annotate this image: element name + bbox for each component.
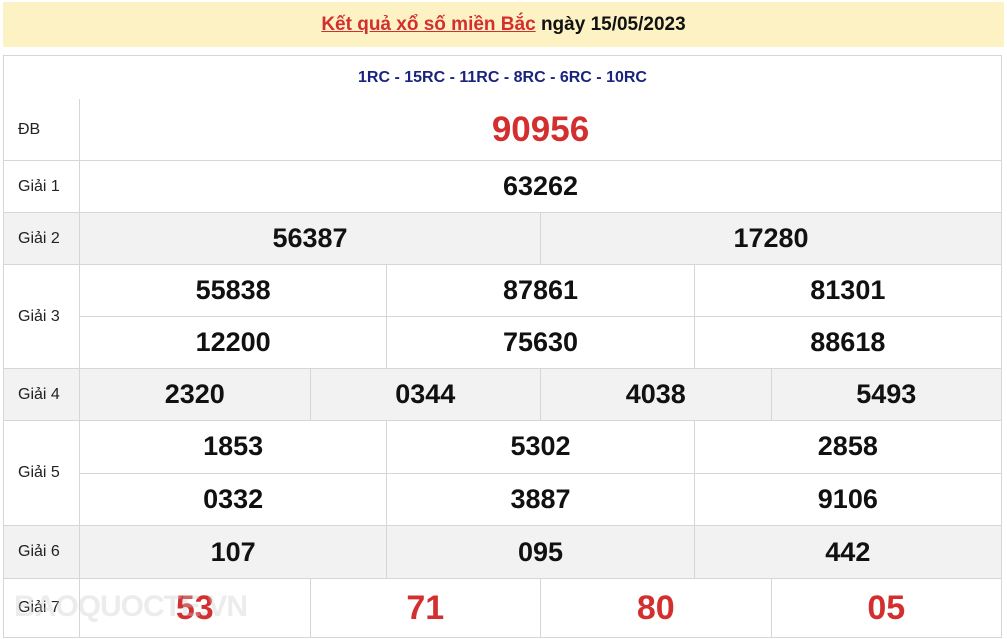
results-title-link[interactable]: Kết quả xổ số miền Bắc [321, 14, 536, 35]
prize-number: 75630 [386, 317, 693, 368]
prize-label: Giải 7 [4, 579, 80, 637]
prize-label: Giải 4 [4, 369, 80, 420]
prize-number: 442 [693, 526, 1001, 578]
prize-number: 095 [386, 526, 693, 578]
prize-number: 63262 [502, 171, 579, 201]
prize-number: 17280 [540, 213, 1001, 264]
prize-row: Giải 7 53 71 80 05 [4, 578, 1001, 637]
prize-number: 5493 [770, 369, 1002, 420]
prize-number: 90956 [491, 109, 590, 149]
prize-number: 88618 [693, 317, 1001, 368]
results-date: ngày 15/05/2023 [540, 14, 686, 35]
prize-number: 87861 [386, 265, 693, 316]
prize-number: 12200 [195, 327, 271, 357]
prize-number: 1853 [203, 431, 264, 462]
prize-number: 53 [175, 588, 214, 627]
prize-number: 4038 [540, 369, 771, 420]
prize-number: 5302 [386, 421, 693, 473]
prize-row: Giải 2 56387 17280 [4, 212, 1001, 264]
prize-row: ĐB 90956 [4, 99, 1001, 160]
prize-label: Giải 6 [4, 526, 80, 578]
prize-number: 9106 [693, 473, 1001, 525]
prize-row: Giải 5 1853 5302 2858 0332 3887 9106 [4, 420, 1001, 525]
prize-label: ĐB [4, 99, 80, 160]
results-table: 1RC - 15RC - 11RC - 8RC - 6RC - 10RC ĐB 9… [3, 55, 1002, 638]
prize-number: 81301 [693, 265, 1001, 316]
prize-number: 80 [540, 579, 771, 637]
prize-label: Giải 1 [4, 161, 80, 212]
prize-number: 0344 [309, 369, 541, 420]
prize-row: Giải 4 2320 0344 4038 5493 [4, 368, 1001, 420]
prize-number: 56387 [272, 223, 348, 253]
prize-row: Giải 6 107 095 442 [4, 525, 1001, 578]
prize-number: 05 [770, 579, 1002, 637]
prize-label: Giải 3 [4, 265, 80, 368]
results-title: Kết quả xổ số miền Bắc ngày 15/05/2023 [3, 2, 1004, 47]
prize-number: 0332 [203, 483, 264, 514]
prize-number: 2320 [164, 379, 225, 409]
prize-number: 3887 [386, 473, 693, 525]
prize-number: 2858 [693, 421, 1001, 473]
prize-number: 71 [309, 579, 541, 637]
prize-number: 55838 [195, 275, 271, 305]
prize-label: Giải 5 [4, 421, 80, 525]
draw-codes: 1RC - 15RC - 11RC - 8RC - 6RC - 10RC [358, 68, 647, 86]
prize-label: Giải 2 [4, 213, 80, 264]
prize-number: 107 [210, 536, 256, 567]
prize-row: Giải 3 55838 87861 81301 12200 75630 88618 [4, 264, 1001, 368]
prize-row: Giải 1 63262 [4, 160, 1001, 212]
